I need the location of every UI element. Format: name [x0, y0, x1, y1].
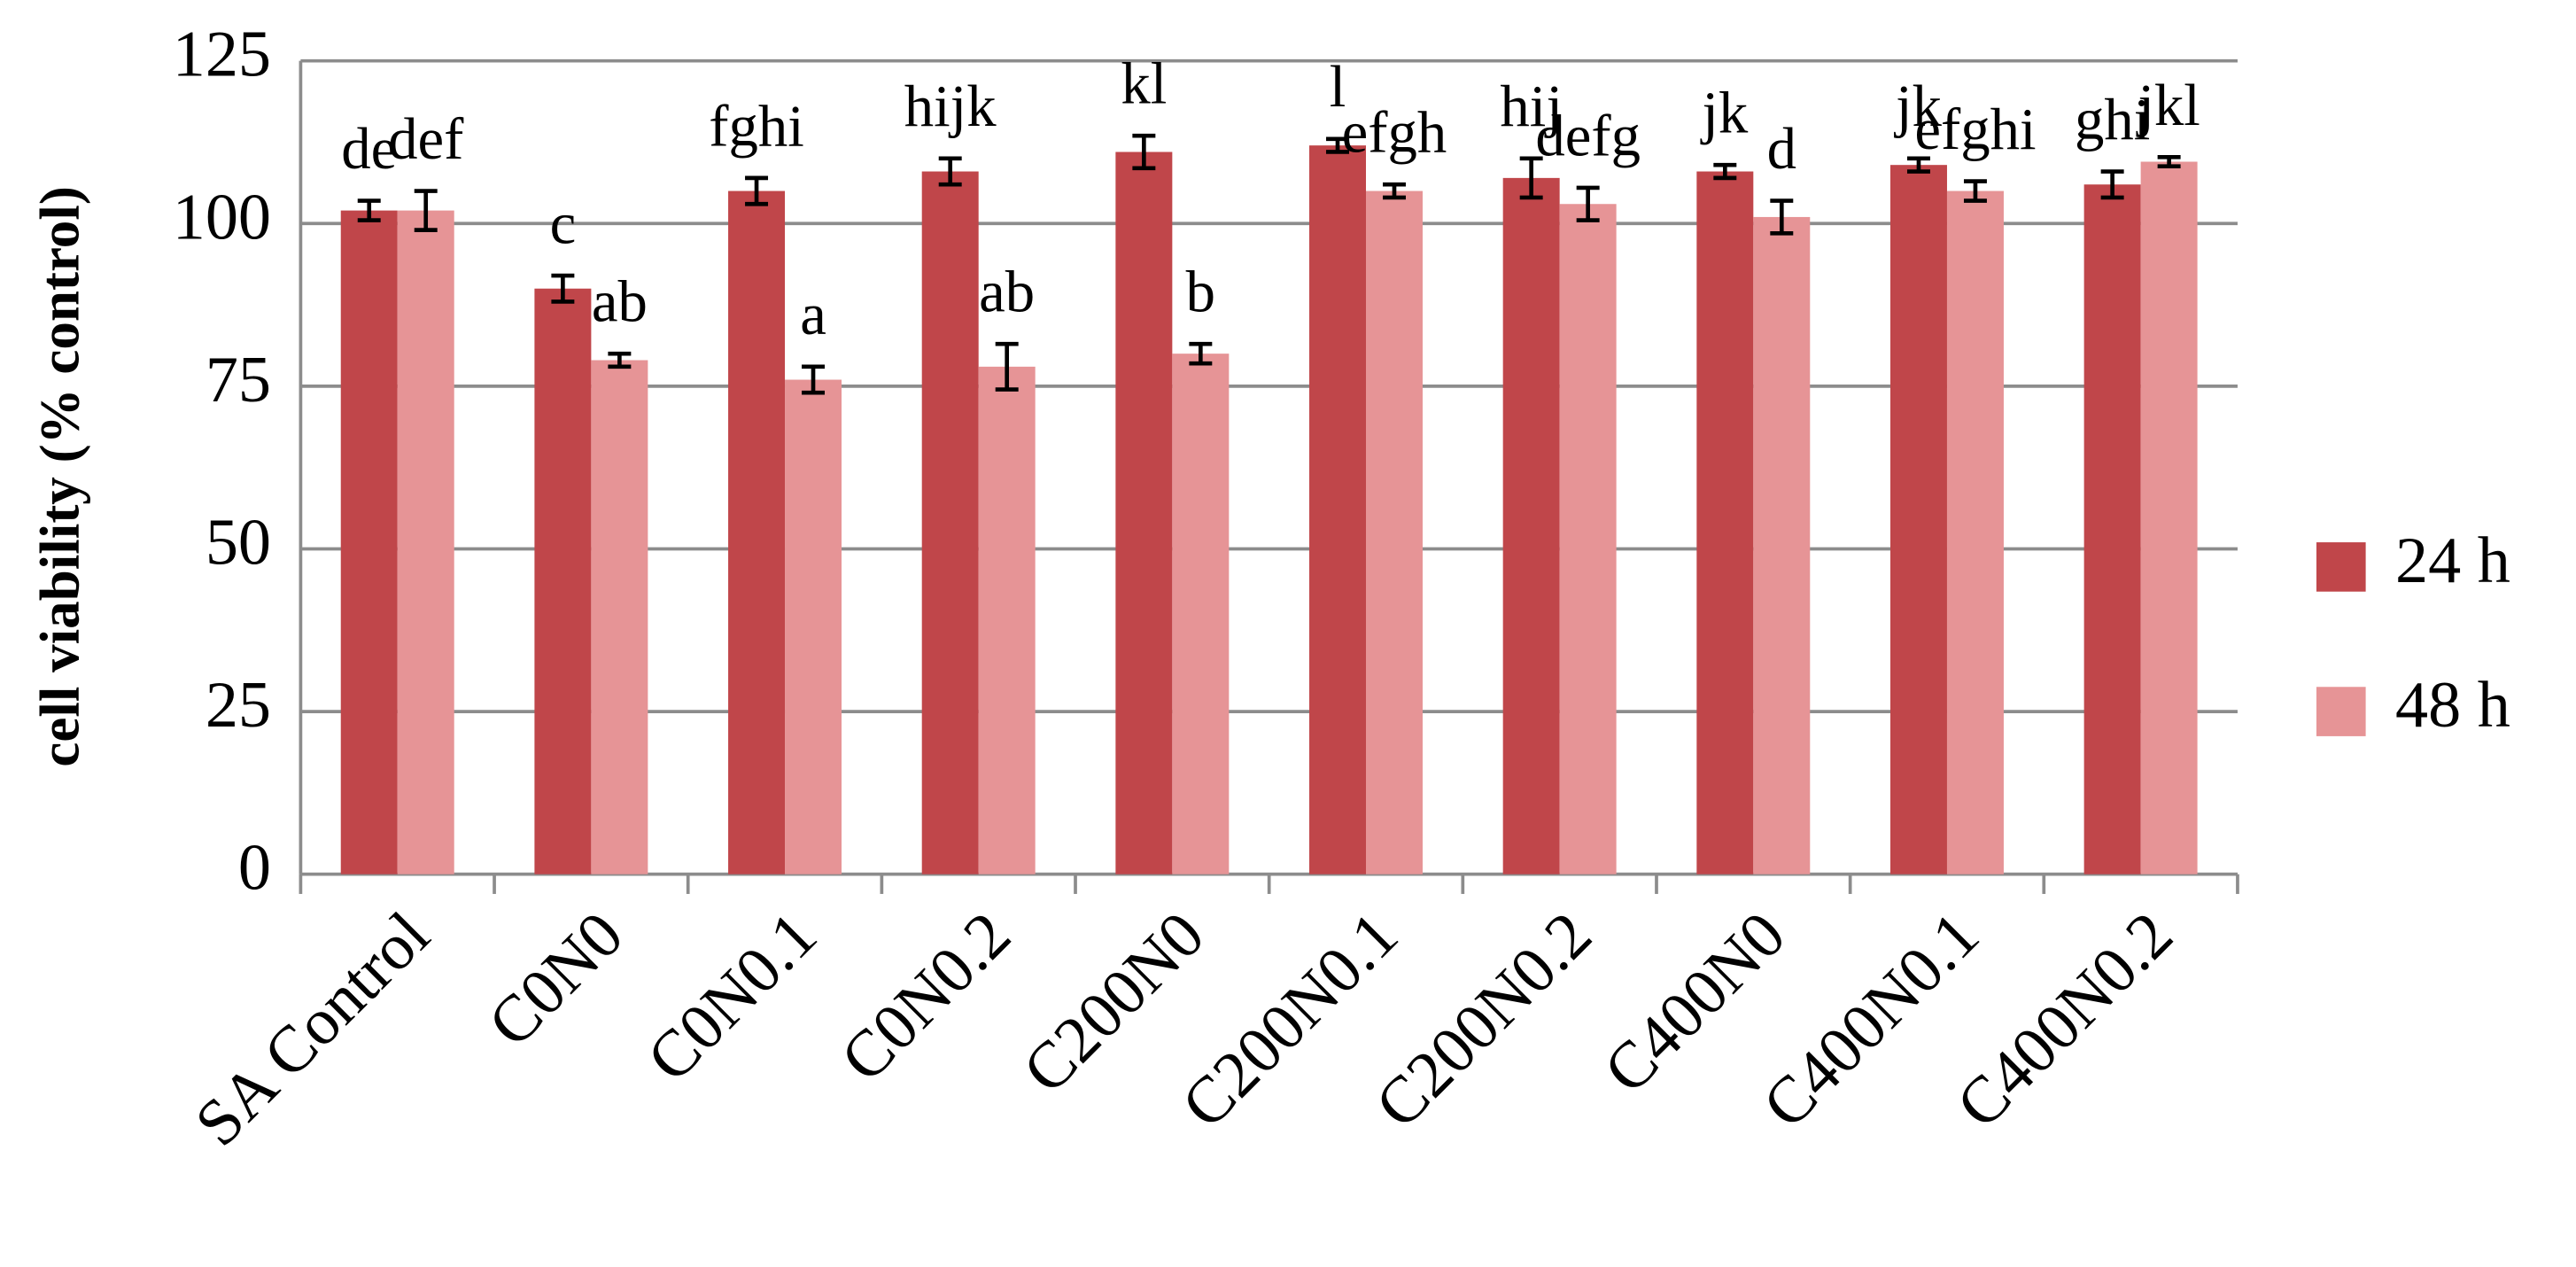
x-tick-label: C0N0.2	[827, 898, 1025, 1096]
x-tick-label: C400N0.1	[1750, 898, 1993, 1142]
x-tick-label: C0N0	[475, 898, 637, 1061]
legend-swatch	[2316, 687, 2366, 736]
bar	[1889, 165, 1947, 874]
y-tick-label: 0	[238, 832, 271, 905]
bar	[1946, 190, 2004, 874]
bar	[1502, 177, 1560, 874]
error-bar	[1906, 156, 1930, 174]
error-bar	[802, 364, 826, 395]
x-tick-label: C200N0.2	[1362, 898, 1605, 1142]
error-bar	[2157, 155, 2181, 168]
bar	[2140, 161, 2198, 874]
significance-label: efghi	[1914, 97, 2036, 162]
bar	[397, 210, 454, 874]
error-bar	[1383, 182, 1406, 200]
legend-label: 48 h	[2395, 669, 2510, 742]
error-bar	[1963, 179, 1987, 203]
x-tick-label: C200N0.1	[1168, 898, 1412, 1142]
significance-label: jk	[1894, 74, 1943, 139]
x-tick-label: C0N0.1	[633, 898, 831, 1096]
error-bar	[1132, 133, 1156, 171]
significance-label: ab	[979, 260, 1035, 325]
error-bar	[938, 156, 962, 187]
significance-label: c	[550, 191, 577, 256]
significance-label: l	[1330, 55, 1346, 120]
significance-label: efgh	[1342, 101, 1447, 166]
error-bar	[745, 175, 769, 206]
legend-swatch	[2316, 542, 2366, 592]
error-bar	[1770, 198, 1794, 236]
bar	[728, 190, 786, 874]
bar	[785, 379, 842, 874]
y-tick-label: 75	[206, 344, 271, 416]
significance-label: ab	[592, 270, 648, 335]
significance-label: jk	[1700, 82, 1749, 146]
y-tick-label: 125	[173, 19, 271, 91]
significance-label: hijk	[904, 74, 997, 139]
bar	[1696, 171, 1754, 874]
significance-label: jkl	[2136, 74, 2200, 138]
bar	[1309, 145, 1367, 874]
bar	[978, 366, 1036, 874]
significance-label: a	[800, 283, 826, 347]
bar	[1559, 204, 1617, 874]
bar	[2083, 184, 2141, 874]
significance-label: kl	[1121, 52, 1167, 117]
legend-label: 24 h	[2395, 525, 2510, 597]
significance-label: b	[1186, 260, 1215, 325]
error-bar	[1713, 162, 1737, 181]
y-axis-label: cell viability (% control)	[29, 186, 91, 766]
bar	[591, 360, 648, 874]
y-tick-label: 100	[173, 181, 271, 253]
bar	[340, 210, 398, 874]
bar	[1753, 216, 1811, 874]
bar	[921, 171, 979, 874]
x-tick-label: SA Control	[182, 898, 444, 1161]
error-bar	[1326, 136, 1349, 154]
bar	[534, 288, 592, 874]
error-bar	[357, 198, 381, 222]
error-bar	[1576, 185, 1600, 222]
error-bar	[551, 273, 575, 304]
bar	[1115, 152, 1173, 874]
significance-label: d	[1767, 117, 1796, 182]
significance-label: de	[341, 117, 397, 182]
error-bar	[1189, 341, 1213, 366]
y-tick-label: 50	[206, 507, 271, 579]
significance-label: fghi	[709, 94, 804, 159]
significance-label: hij	[1500, 74, 1562, 139]
x-tick-label: C400N0.2	[1943, 898, 2186, 1142]
bar	[1366, 190, 1423, 874]
significance-label: def	[388, 107, 464, 172]
error-bar	[608, 351, 632, 369]
significance-label: defg	[1535, 104, 1641, 168]
y-tick-label: 25	[206, 669, 271, 742]
error-bar	[1519, 156, 1543, 200]
error-bar	[2100, 169, 2124, 200]
significance-label: ghi	[2075, 88, 2150, 152]
error-bar	[414, 189, 438, 232]
error-bar	[995, 341, 1019, 392]
bar	[1172, 354, 1230, 874]
